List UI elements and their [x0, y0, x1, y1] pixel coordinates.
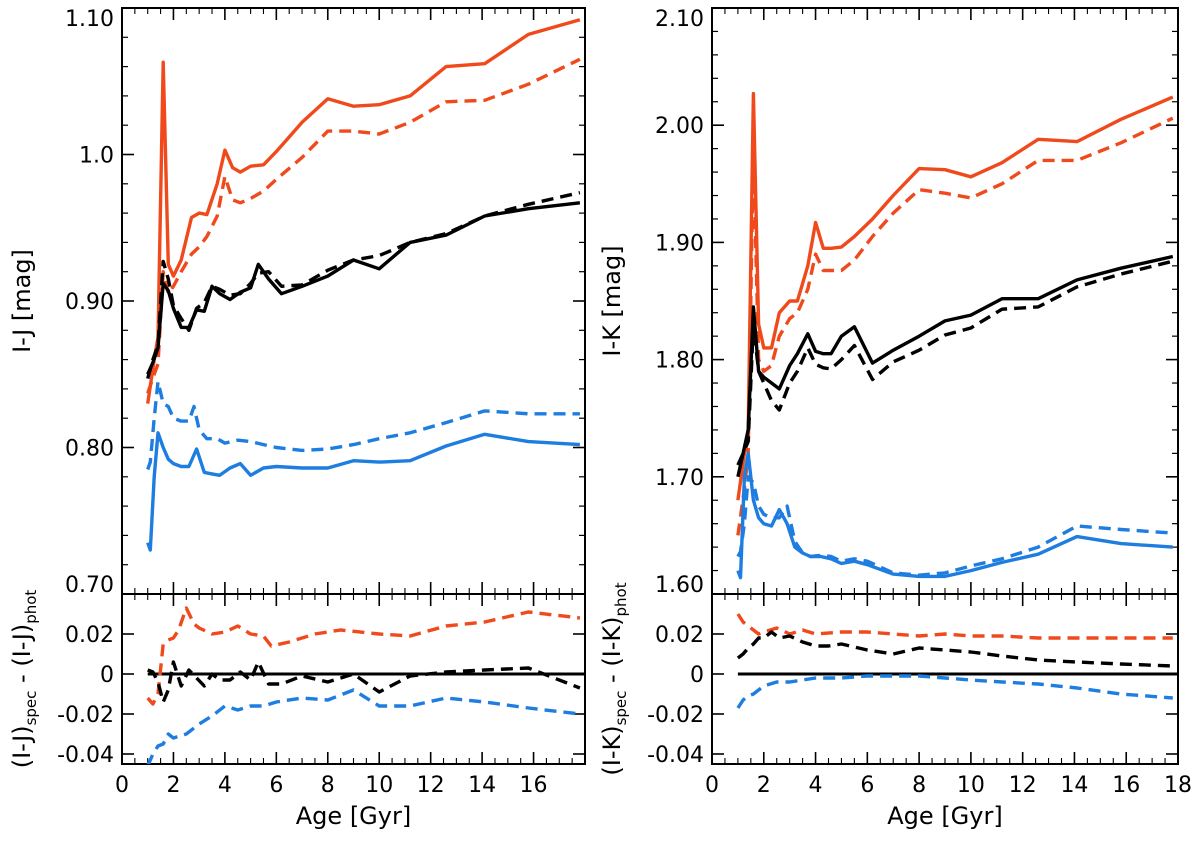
y-tick-label: 1.80 — [655, 349, 704, 374]
y-tick-label: 2.00 — [655, 114, 704, 139]
series-red-phot — [146, 57, 581, 394]
x-tick-label: 6 — [269, 773, 283, 798]
panel-ij-top: 0.70 0.80 0.90 1.0 1.10 I-J [mag] — [8, 7, 586, 598]
panel-ik-bottom: -0.04 -0.02 0 0.02 0 2 4 6 8 10 12 14 16 18 Age [Gyr] (… — [598, 582, 1192, 830]
x-tick-label: 14 — [468, 773, 496, 798]
series-black-spec — [736, 254, 1174, 478]
series-black-diff — [736, 630, 1173, 668]
y-tick-label: -0.02 — [647, 703, 704, 728]
x-tick-label: 6 — [860, 773, 874, 798]
y-tick-label: 1.0 — [79, 144, 114, 169]
x-tick-label: 8 — [912, 773, 926, 798]
plot-frame — [121, 593, 586, 765]
y-tick-label: 0 — [100, 663, 114, 688]
series-blue-spec — [146, 431, 580, 552]
panel-ik-top: 1.60 1.70 1.80 1.90 2.00 2.10 I-K [mag] — [598, 7, 1179, 598]
x-axis-title: Age [Gyr] — [887, 802, 1002, 830]
series-blue-diff — [736, 674, 1173, 709]
y-tick-label: 1.70 — [655, 466, 704, 491]
series-blue-phot — [146, 379, 580, 471]
x-tick-label: 10 — [957, 773, 985, 798]
x-tick-label: 12 — [417, 773, 445, 798]
y-tick-label: 1.10 — [65, 7, 114, 32]
x-tick-label: 0 — [115, 773, 129, 798]
series-red-diff — [736, 613, 1173, 640]
y-tick-label: 2.10 — [655, 7, 704, 32]
series-black-phot — [146, 190, 581, 380]
plot-frame — [121, 7, 586, 595]
y-axis-title-subscript: spec — [22, 691, 40, 726]
x-tick-label: 18 — [1164, 773, 1192, 798]
y-axis-title: (I-J)spec - (I-J)phot — [8, 590, 40, 769]
y-tick-label: -0.02 — [57, 703, 114, 728]
y-axis-title-part: - (I-K) — [598, 616, 626, 690]
y-tick-label: 0.80 — [65, 437, 114, 462]
y-tick-label: 0.90 — [65, 290, 114, 315]
x-tick-label: 4 — [809, 773, 823, 798]
series-black-spec — [146, 201, 581, 375]
y-tick-label: -0.04 — [57, 743, 114, 768]
x-tick-label: 0 — [705, 773, 719, 798]
x-tick-label: 8 — [321, 773, 335, 798]
y-axis-title-part: - (I-J) — [8, 624, 36, 691]
y-axis-title: (I-K)spec - (I-K)phot — [598, 582, 630, 775]
series-black-phot — [736, 259, 1174, 466]
y-tick-label: 0.70 — [65, 573, 114, 598]
series-red-phot — [736, 116, 1174, 536]
panel-ij-bottom: -0.04 -0.02 0 0.02 0 2 4 6 8 10 12 14 16 Age [Gyr] (I-… — [8, 590, 586, 830]
x-tick-label: 16 — [520, 773, 548, 798]
x-tick-label: 12 — [1009, 773, 1037, 798]
x-tick-label: 2 — [166, 773, 180, 798]
y-axis-title-subscript: phot — [22, 590, 40, 624]
y-axis-title: I-K [mag] — [598, 245, 626, 356]
x-tick-label: 2 — [757, 773, 771, 798]
series-red-diff — [146, 606, 581, 706]
series-red-spec — [146, 18, 581, 404]
y-tick-label: 0 — [690, 663, 704, 688]
series-blue-phot — [736, 475, 1173, 577]
y-axis-title-subscript: phot — [612, 582, 630, 616]
series-black-diff — [147, 660, 581, 704]
x-tick-label: 4 — [218, 773, 232, 798]
x-tick-label: 14 — [1060, 773, 1088, 798]
x-tick-label: 10 — [365, 773, 393, 798]
x-axis-title: Age [Gyr] — [296, 802, 411, 830]
y-axis-title: I-J [mag] — [8, 249, 36, 353]
y-axis-title-part: (I-K) — [598, 725, 626, 775]
y-tick-label: 0.02 — [655, 623, 704, 648]
x-tick-label: 16 — [1112, 773, 1140, 798]
y-tick-label: -0.04 — [647, 743, 704, 768]
series-blue-spec — [736, 451, 1173, 580]
y-tick-label: 1.60 — [655, 573, 704, 598]
y-axis-title-part: (I-J) — [8, 725, 36, 768]
y-tick-label: 1.90 — [655, 231, 704, 256]
series-red-spec — [736, 91, 1174, 501]
series-blue-diff — [146, 688, 581, 764]
y-tick-label: 0.02 — [65, 623, 114, 648]
plot-frame — [711, 7, 1179, 595]
y-axis-title-subscript: spec — [612, 691, 630, 726]
